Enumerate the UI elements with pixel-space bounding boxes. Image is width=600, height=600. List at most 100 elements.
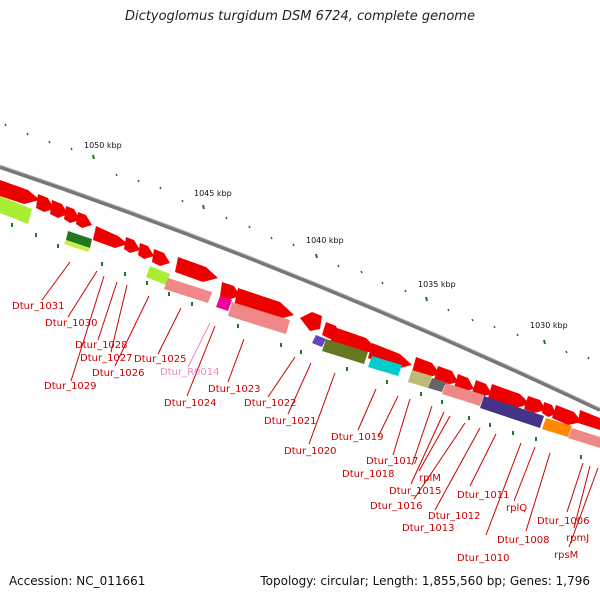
inner-tick xyxy=(280,343,282,347)
gene-label: Dtur_1017 xyxy=(366,456,419,467)
gene-label: Dtur_1012 xyxy=(428,511,481,522)
inner-tick xyxy=(101,262,103,266)
scale-tick-major xyxy=(202,204,205,210)
scale-tick xyxy=(516,333,519,337)
inner-tick xyxy=(441,400,443,404)
feature-box xyxy=(0,196,32,224)
scale-tick-major xyxy=(543,339,546,345)
gene-arrow xyxy=(175,257,218,282)
gene-label: Dtur_1016 xyxy=(370,501,423,512)
scale-tick-major xyxy=(425,296,428,302)
gene-arrow xyxy=(76,212,92,228)
gene-label: Dtur_1019 xyxy=(331,432,384,443)
scale-tick xyxy=(70,147,73,151)
gene-label: Dtur_1025 xyxy=(134,354,187,365)
scale-tick xyxy=(587,356,590,360)
scale-tick xyxy=(48,140,51,144)
gene-arrow xyxy=(220,282,240,300)
inner-tick xyxy=(468,416,470,420)
inner-tick xyxy=(57,244,59,248)
kbp-label: 1045 kbp xyxy=(194,189,232,198)
gene-label: Dtur_1029 xyxy=(44,381,97,392)
map-title: Dictyoglomus turgidum DSM 6724, complete… xyxy=(125,9,475,24)
gene-arrow xyxy=(152,249,170,266)
scale-tick xyxy=(225,216,228,220)
feature-box xyxy=(66,231,92,248)
gene-arrow xyxy=(542,402,556,417)
scale-tick xyxy=(493,325,496,329)
gene-label: Dtur_1008 xyxy=(497,535,550,546)
gene-arrow xyxy=(524,396,546,413)
gene-arrow xyxy=(234,288,294,320)
gene-label: rpmJ xyxy=(566,533,589,544)
gene-arrow xyxy=(434,366,458,385)
feature-box xyxy=(428,378,446,392)
gene-label: Dtur_1026 xyxy=(92,368,145,379)
inner-ticks xyxy=(11,223,582,459)
forward-genes xyxy=(0,180,600,430)
inner-tick xyxy=(11,223,13,227)
gene-arrow xyxy=(578,410,600,430)
inner-tick xyxy=(386,380,388,384)
scale-tick xyxy=(292,243,295,247)
scale-tick xyxy=(270,236,273,240)
gene-label: Dtur_1024 xyxy=(164,398,217,409)
scale-tick xyxy=(4,123,7,127)
feature-boxes xyxy=(0,196,600,448)
inner-tick xyxy=(489,423,491,427)
feature-box xyxy=(146,266,170,285)
gene-label: Dtur_1030 xyxy=(45,318,98,329)
kbp-label: 1035 kbp xyxy=(418,280,456,289)
scale-tick-major xyxy=(315,253,318,259)
gene-label: Dtur_1013 xyxy=(402,523,455,534)
gene-label: rplQ xyxy=(506,503,527,514)
scale-tick xyxy=(137,179,140,183)
inner-tick xyxy=(191,302,193,306)
gene-arrow xyxy=(64,206,80,223)
feature-box xyxy=(368,356,402,376)
inner-tick xyxy=(168,292,170,296)
gene-label: Dtur_1031 xyxy=(12,301,65,312)
inner-tick xyxy=(346,367,348,371)
gene-label: Dtur_1027 xyxy=(80,353,133,364)
gene-label: Dtur_1011 xyxy=(457,490,510,501)
feature-box xyxy=(542,418,572,437)
scale-tick xyxy=(360,270,363,274)
gene-labels: Dtur_1031 Dtur_1030 Dtur_1028 Dtur_1027 … xyxy=(12,301,590,564)
gene-arrow xyxy=(36,194,54,212)
inner-tick xyxy=(420,392,422,396)
scale-tick xyxy=(337,264,340,268)
kbp-label: 1050 kbp xyxy=(84,141,122,150)
feature-box xyxy=(228,302,290,334)
gene-arrow xyxy=(50,200,68,218)
genome-backbone xyxy=(0,165,600,412)
feature-box xyxy=(312,335,326,347)
gene-label: Dtur_1023 xyxy=(208,384,261,395)
scale-tick xyxy=(471,318,474,322)
gene-label: Dtur_1018 xyxy=(342,469,395,480)
feature-box xyxy=(164,278,212,303)
feature-box xyxy=(64,240,90,252)
gene-label: rpsM xyxy=(554,550,578,561)
gene-arrow xyxy=(300,312,322,331)
scale-tick xyxy=(447,308,450,312)
feature-box xyxy=(408,370,432,388)
inner-tick xyxy=(124,272,126,276)
gene-label: Dtur_R0014 xyxy=(160,367,219,378)
kbp-label: 1040 kbp xyxy=(306,236,344,245)
gene-arrow xyxy=(552,405,582,425)
scale-tick xyxy=(26,132,29,136)
scale-tick-major xyxy=(92,154,95,160)
inner-tick xyxy=(35,233,37,237)
scale-tick xyxy=(159,186,162,190)
scale-tick xyxy=(404,289,407,293)
gene-arrow xyxy=(138,243,154,259)
gene-arrow xyxy=(124,237,140,253)
gene-arrow xyxy=(472,380,492,397)
inner-tick xyxy=(535,437,537,441)
gene-arrow xyxy=(368,343,412,369)
feature-box xyxy=(568,428,600,448)
inner-tick xyxy=(237,324,239,328)
gene-label: Dtur_1015 xyxy=(389,486,442,497)
